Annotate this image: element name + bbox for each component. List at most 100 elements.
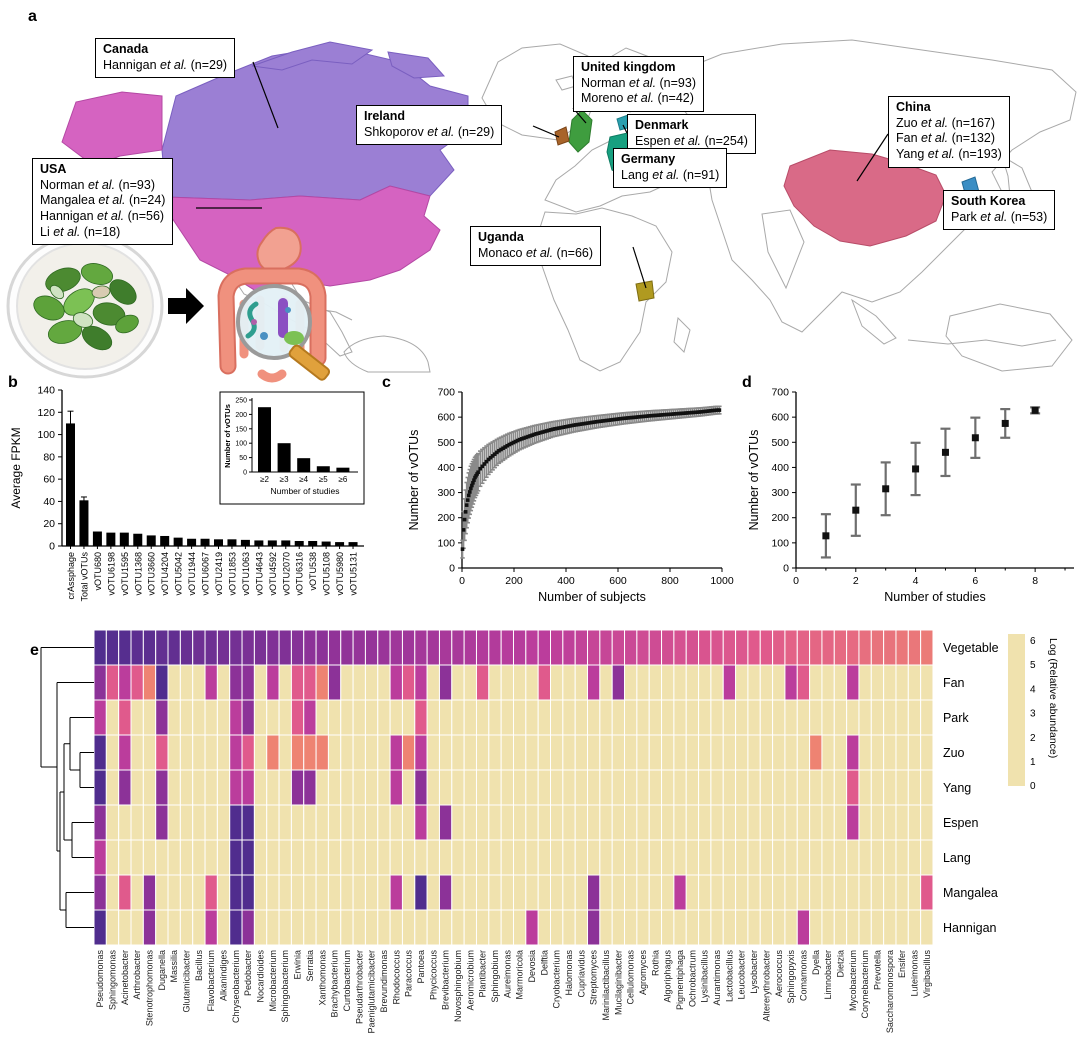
heatmap-cell — [426, 769, 440, 806]
heatmap-cell — [747, 734, 761, 771]
heatmap-cell — [463, 874, 477, 911]
heatmap-cell — [525, 909, 539, 946]
d-point — [1000, 407, 1011, 439]
heatmap-cell — [648, 664, 663, 701]
heatmap-cell — [636, 839, 650, 876]
svg-text:1000: 1000 — [710, 575, 734, 587]
heatmap-cell — [747, 839, 761, 876]
heatmap-cell — [722, 804, 737, 841]
heatmap-cell — [130, 909, 144, 946]
callout-study: Fan et al. (n=132) — [896, 131, 996, 146]
heatmap-cell — [241, 664, 255, 701]
heatmap-cell — [377, 839, 391, 876]
svg-text:Number of studies: Number of studies — [271, 486, 340, 496]
heatmap-cell — [389, 734, 403, 771]
b-bar — [267, 540, 277, 546]
heatmap-cell — [142, 909, 157, 946]
heatmap-cell — [179, 909, 194, 946]
heatmap-cell — [130, 629, 144, 666]
b-tick-label: vOTU5042 — [174, 552, 184, 596]
colorbar-tick: 6 — [1030, 636, 1036, 647]
heatmap-cell — [907, 664, 922, 701]
b-tick-label: vOTU5108 — [322, 552, 332, 596]
heatmap-cell — [512, 839, 527, 876]
heatmap-cell — [722, 839, 737, 876]
salad-leaves — [33, 263, 139, 351]
heatmap-cell — [340, 769, 354, 806]
heatmap-cell — [611, 874, 626, 911]
heatmap-column-label: Bacillus — [194, 950, 204, 982]
b-bar — [308, 540, 318, 546]
heatmap-cell — [858, 699, 872, 736]
heatmap-cell — [488, 769, 502, 806]
heatmap-column-label: Arthrobacter — [132, 950, 142, 1000]
heatmap-cell — [895, 804, 909, 841]
heatmap-cell — [735, 664, 749, 701]
heatmap-cell — [93, 629, 107, 666]
heatmap-cell — [821, 734, 835, 771]
heatmap-cell — [364, 734, 379, 771]
heatmap-cell — [710, 734, 724, 771]
heatmap-cell — [426, 629, 440, 666]
b-tick-label: vOTU680 — [93, 552, 103, 591]
callout-study: Zuo et al. (n=167) — [896, 115, 996, 130]
callout-study: Espen et al. (n=254) — [635, 133, 748, 148]
heatmap-cell — [512, 734, 527, 771]
heatmap-cell — [883, 629, 897, 666]
colorbar-tick: 1 — [1030, 757, 1036, 768]
heatmap-cell — [118, 734, 132, 771]
heatmap-cell — [870, 629, 885, 666]
heatmap-cell — [327, 804, 342, 841]
heatmap-cell — [698, 804, 712, 841]
heatmap-cell — [772, 664, 786, 701]
heatmap-cell — [426, 664, 440, 701]
heatmap-cell — [253, 629, 268, 666]
heatmap-cell — [735, 839, 749, 876]
heatmap-cell — [179, 699, 194, 736]
heatmap-cell — [624, 874, 638, 911]
heatmap-cell — [93, 909, 107, 946]
heatmap-cell — [759, 664, 774, 701]
heatmap-cell — [648, 909, 663, 946]
heatmap-cell — [587, 804, 601, 841]
stomach — [256, 226, 302, 273]
heatmap-cell — [587, 699, 601, 736]
heatmap-cell — [870, 839, 885, 876]
heatmap-cell — [858, 874, 872, 911]
heatmap-cell — [93, 839, 107, 876]
country-callout-uganda: Uganda Monaco et al. (n=66) — [470, 226, 602, 267]
heatmap-cell — [241, 629, 255, 666]
b-bar — [227, 539, 237, 546]
heatmap-cell — [426, 909, 440, 946]
heatmap-cell — [550, 664, 564, 701]
heatmap-cell — [920, 769, 934, 806]
heatmap-cell — [512, 769, 527, 806]
d-point — [820, 513, 831, 559]
heatmap-cell — [772, 629, 786, 666]
heatmap-cell — [920, 874, 934, 911]
heatmap-column-label: Pantoea — [416, 950, 426, 984]
heatmap-cell — [290, 664, 305, 701]
heatmap-cell — [451, 804, 465, 841]
heatmap-cell — [500, 804, 514, 841]
heatmap-column-label: Pigmentiphaga — [675, 950, 685, 1010]
heatmap-cell — [833, 909, 848, 946]
heatmap-cell — [624, 804, 638, 841]
heatmap-cell — [550, 699, 564, 736]
heatmap-cell — [833, 874, 848, 911]
b-bar — [146, 535, 156, 546]
chart-b-average-fpkm: 0 20 40 60 80 100 120 140 Average FPKM crAssphage… — [9, 385, 365, 602]
heatmap-cell — [759, 629, 774, 666]
heatmap-cell — [290, 734, 305, 771]
heatmap-cell — [142, 769, 157, 806]
heatmap-cell — [253, 769, 268, 806]
heatmap-cell — [648, 699, 663, 736]
heatmap-cell — [451, 734, 465, 771]
heatmap-cell — [105, 734, 120, 771]
heatmap-cell — [846, 664, 860, 701]
heatmap-cell — [414, 699, 428, 736]
heatmap-cell — [722, 874, 737, 911]
heatmap-cell — [155, 804, 169, 841]
panel-e-heatmap: Vegetable Fan Park Zuo Yang Espen Lang Mangalea… — [40, 629, 1059, 1034]
